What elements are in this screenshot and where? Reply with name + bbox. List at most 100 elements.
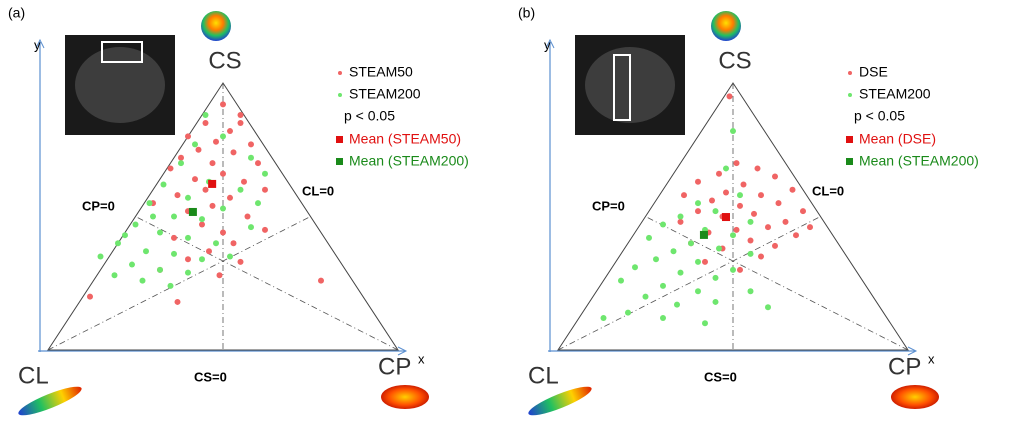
legend-marker [848, 93, 852, 97]
point [111, 272, 118, 279]
point [660, 282, 666, 289]
point [174, 192, 181, 199]
point [318, 277, 324, 284]
point [220, 205, 226, 212]
point [600, 314, 607, 321]
legend-marker [848, 71, 852, 75]
point [772, 242, 778, 249]
point [213, 138, 219, 145]
point [129, 261, 135, 268]
note: p < 0.05 [344, 108, 395, 124]
point [209, 202, 216, 209]
point [632, 264, 638, 271]
point [807, 224, 813, 231]
legend-marker [336, 136, 343, 143]
point [653, 256, 659, 263]
point [230, 240, 237, 247]
point [195, 146, 202, 153]
zero-label: CP=0 [592, 198, 625, 213]
point [730, 128, 736, 135]
point [733, 226, 740, 233]
point [160, 181, 167, 188]
point [758, 192, 764, 199]
point [185, 269, 191, 276]
vertex-label: CP [888, 353, 921, 380]
mean-point [699, 230, 708, 239]
point [747, 288, 754, 295]
point [712, 208, 719, 215]
x-axis-label: x [928, 351, 935, 366]
point [747, 237, 754, 244]
point [220, 229, 226, 236]
zero-label: CS=0 [704, 369, 737, 384]
point [248, 154, 254, 161]
point [146, 200, 153, 207]
point [642, 293, 649, 300]
point [733, 160, 740, 167]
point [255, 200, 261, 207]
planar-icon [381, 385, 429, 409]
point [789, 186, 796, 193]
point [227, 194, 233, 201]
point [220, 170, 226, 177]
mean-point [208, 179, 217, 188]
point [618, 277, 624, 284]
point [227, 128, 233, 135]
point [178, 154, 184, 161]
point [772, 173, 778, 180]
point [660, 221, 666, 228]
zero-label: CL=0 [302, 183, 334, 198]
y-arrow [35, 38, 45, 49]
point [782, 218, 789, 225]
point [716, 245, 722, 252]
point [202, 186, 209, 193]
note: p < 0.05 [854, 108, 905, 124]
linear-icon [18, 386, 82, 416]
triangle [557, 82, 909, 351]
dash-line [557, 216, 821, 351]
legend-label: STEAM200 [859, 86, 931, 102]
legend-label: Mean (STEAM50) [349, 131, 461, 147]
point [754, 165, 761, 172]
legend-marker [338, 71, 342, 75]
dash-line [47, 216, 311, 351]
point [677, 269, 684, 276]
point [726, 93, 733, 100]
point [670, 248, 677, 255]
point [227, 253, 233, 260]
point [185, 256, 191, 263]
legend-label: STEAM200 [349, 86, 421, 102]
point [716, 170, 722, 177]
point [209, 160, 216, 167]
point [206, 248, 212, 255]
point [712, 298, 719, 305]
point [171, 250, 177, 257]
y-axis-label: y [544, 37, 551, 52]
point [237, 112, 244, 119]
point [747, 218, 754, 225]
point [202, 112, 209, 119]
zero-label: CP=0 [82, 198, 115, 213]
y-axis-label: y [34, 37, 41, 52]
legend-label: STEAM50 [349, 64, 413, 80]
point [695, 178, 701, 185]
sphere-icon [201, 11, 231, 41]
point [646, 234, 652, 241]
point [737, 202, 743, 209]
point [765, 304, 771, 311]
legend-label: DSE [859, 64, 888, 80]
point [723, 189, 729, 196]
point [199, 221, 205, 228]
point [157, 266, 163, 273]
point [150, 213, 156, 220]
point [740, 181, 747, 188]
point [681, 192, 687, 199]
point [262, 170, 268, 177]
point [87, 293, 93, 300]
point [216, 272, 223, 279]
point [185, 194, 191, 201]
mean-point [722, 213, 730, 222]
point [139, 277, 146, 284]
vertex-label: CS [718, 47, 751, 74]
